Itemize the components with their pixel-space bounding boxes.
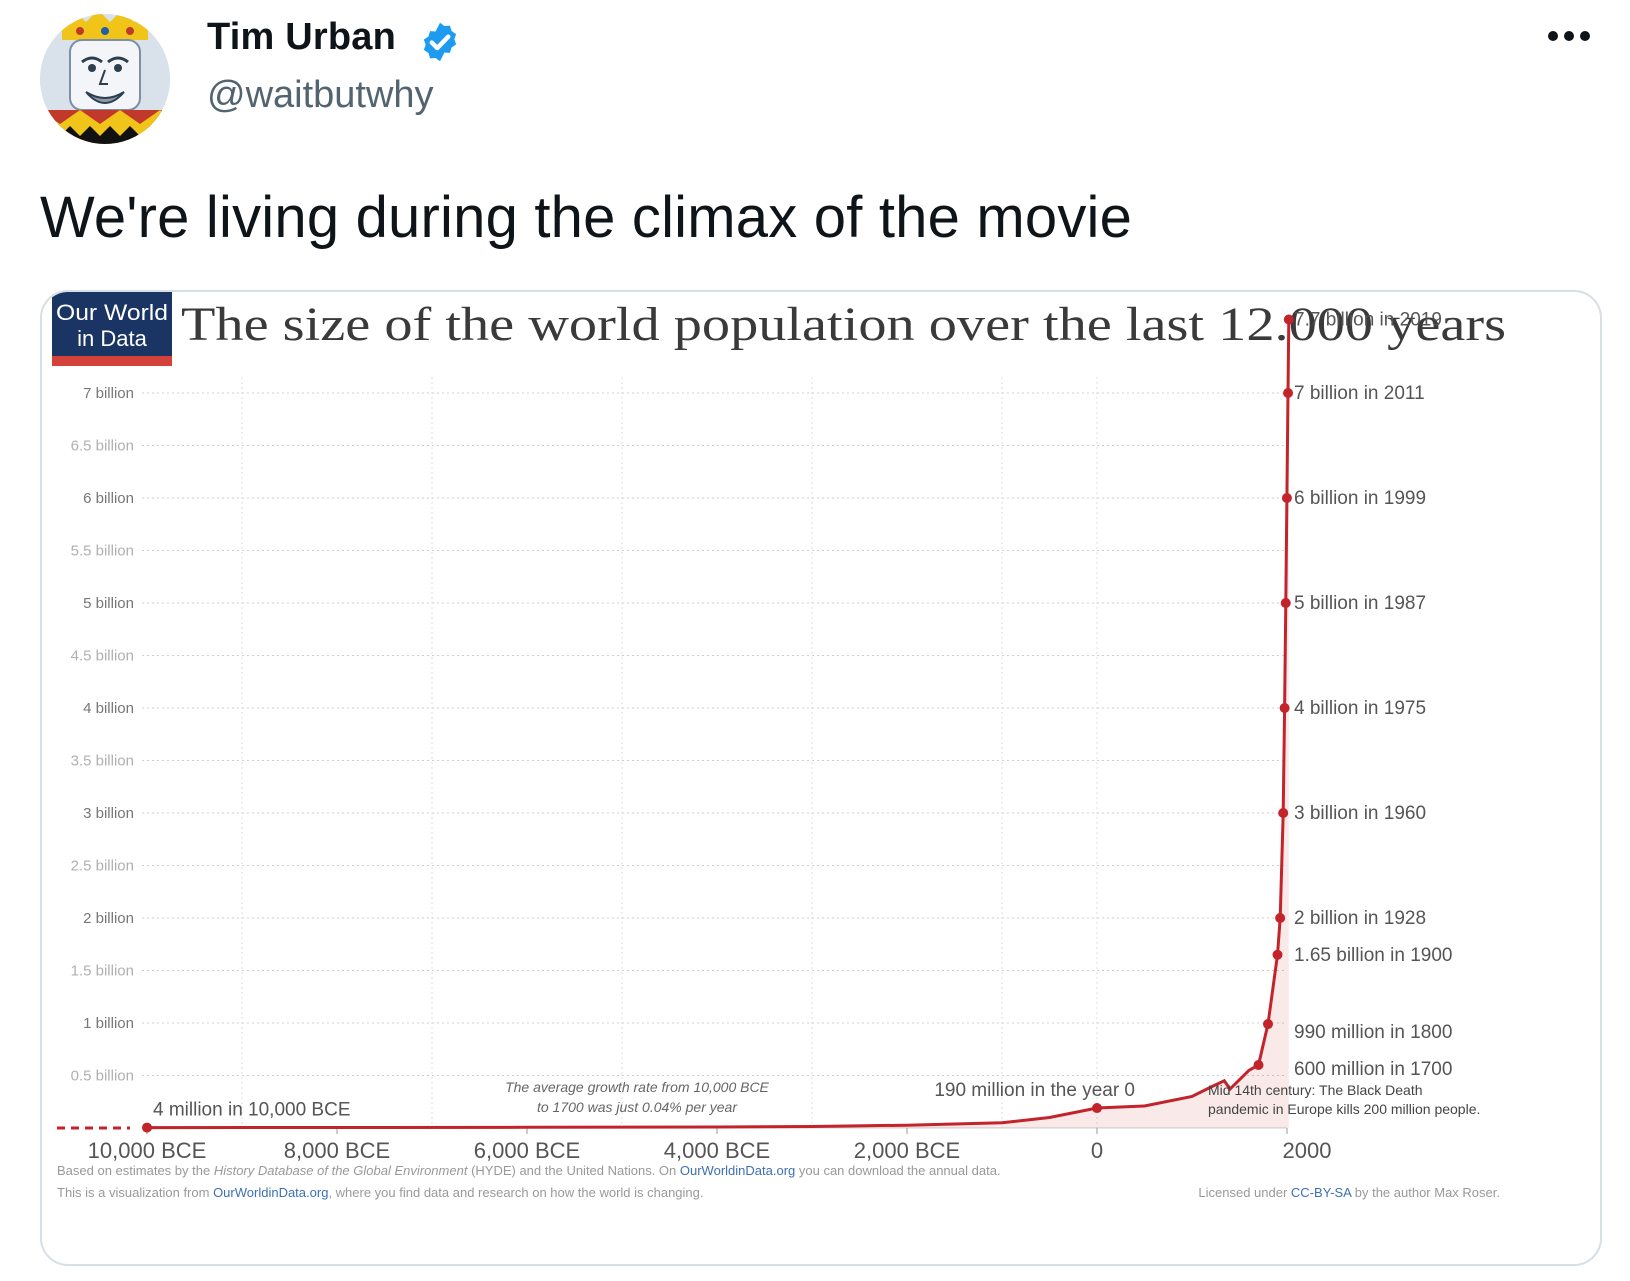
y-tick-label: 3.5 billion (71, 753, 134, 770)
population-area (147, 319, 1289, 1128)
y-tick-label: 6.5 billion (71, 438, 134, 455)
data-point (142, 1122, 152, 1133)
y-tick-label: 4.5 billion (71, 648, 134, 665)
x-tick-label: 6,000 BCE (474, 1138, 580, 1163)
y-tick-label: 3 billion (83, 805, 134, 822)
author-name[interactable]: Tim Urban (207, 16, 397, 58)
y-tick-label: 4 billion (83, 700, 134, 717)
y-tick-label: 5 billion (83, 595, 134, 612)
x-tick-label: 8,000 BCE (284, 1138, 390, 1163)
license-line: Licensed under CC-BY-SA by the author Ma… (1198, 1185, 1500, 1200)
y-tick-label: 1.5 billion (71, 963, 134, 980)
y-axis: 0.5 billion 1 billion 1.5 billion 2 billion… (71, 385, 134, 1085)
data-point (1278, 808, 1289, 818)
data-point-label: 5 billion in 1987 (1294, 593, 1426, 614)
x-tick-label: 10,000 BCE (88, 1138, 207, 1163)
growth-annotation-line2: to 1700 was just 0.04% per year (537, 1099, 738, 1115)
y-tick-label: 5.5 billion (71, 543, 134, 560)
data-point-label: 7.7 billion in 2019 (1294, 310, 1442, 331)
plague-annotation-line2: pandemic in Europe kills 200 million peo… (1208, 1101, 1480, 1117)
data-point-label: 190 million in the year 0 (934, 1080, 1135, 1101)
y-tick-label: 0.5 billion (71, 1068, 134, 1085)
data-point (1280, 598, 1291, 608)
x-tick-label: 0 (1091, 1138, 1103, 1163)
king-playing-card-avatar (40, 14, 170, 144)
data-point (1279, 703, 1290, 713)
y-tick-label: 2 billion (83, 910, 134, 927)
verified-badge-icon (423, 22, 457, 62)
data-point (1253, 1060, 1264, 1070)
data-point-label: 7 billion in 2011 (1294, 383, 1425, 404)
owid-logo: Our World in Data (52, 292, 172, 366)
data-point (1283, 314, 1294, 325)
data-point-label: 2 billion in 1928 (1294, 908, 1426, 929)
data-point (1092, 1103, 1102, 1114)
source-line2: This is a visualization from OurWorldinD… (57, 1185, 704, 1200)
tweet-text: We're living during the climax of the mo… (40, 185, 1133, 250)
data-point-label: 4 billion in 1975 (1294, 698, 1426, 719)
data-markers: 4 million in 10,000 BCE 190 million in th… (142, 310, 1452, 1133)
data-point (1275, 913, 1286, 923)
data-point-label: 600 million in 1700 (1294, 1059, 1452, 1080)
source-line1: Based on estimates by the History Databa… (57, 1163, 1001, 1178)
data-point (1272, 949, 1283, 960)
x-tick-label: 2,000 BCE (854, 1138, 960, 1163)
y-tick-label: 7 billion (83, 385, 134, 402)
y-tick-label: 6 billion (83, 490, 134, 507)
chart-grid (142, 377, 1287, 1129)
y-tick-label: 2.5 billion (71, 858, 134, 875)
more-dots-icon[interactable] (1546, 24, 1592, 48)
x-axis: 10,000 BCE 8,000 BCE 6,000 BCE 4,000 BCE 2,0… (88, 1128, 1332, 1163)
data-point (1263, 1019, 1273, 1030)
author-handle[interactable]: @waitbutwhy (207, 74, 434, 116)
data-point (1283, 388, 1294, 398)
y-tick-label: 1 billion (83, 1015, 134, 1032)
growth-annotation-line1: The average growth rate from 10,000 BCE (505, 1079, 769, 1095)
tweet-media-image[interactable]: Our World in Data The size of the world … (40, 290, 1602, 1266)
population-chart: Our World in Data The size of the world … (52, 292, 1506, 1200)
population-line (146, 319, 1291, 1130)
x-tick-label: 4,000 BCE (664, 1138, 770, 1163)
data-point-label: 990 million in 1800 (1294, 1022, 1452, 1043)
data-point-label: 1.65 billion in 1900 (1294, 945, 1452, 966)
chart-title: The size of the world population over th… (181, 298, 1506, 351)
x-tick-label: 2000 (1283, 1138, 1332, 1163)
data-point-label: 3 billion in 1960 (1294, 803, 1426, 824)
plague-annotation-line1: Mid 14th century: The Black Death (1208, 1082, 1423, 1098)
avatar[interactable] (40, 14, 170, 144)
owid-logo-line1: Our World (56, 300, 168, 325)
data-point (1281, 493, 1292, 503)
data-point-label: 4 million in 10,000 BCE (153, 1100, 351, 1121)
owid-logo-line2: in Data (77, 326, 147, 351)
data-point-label: 6 billion in 1999 (1294, 488, 1426, 509)
